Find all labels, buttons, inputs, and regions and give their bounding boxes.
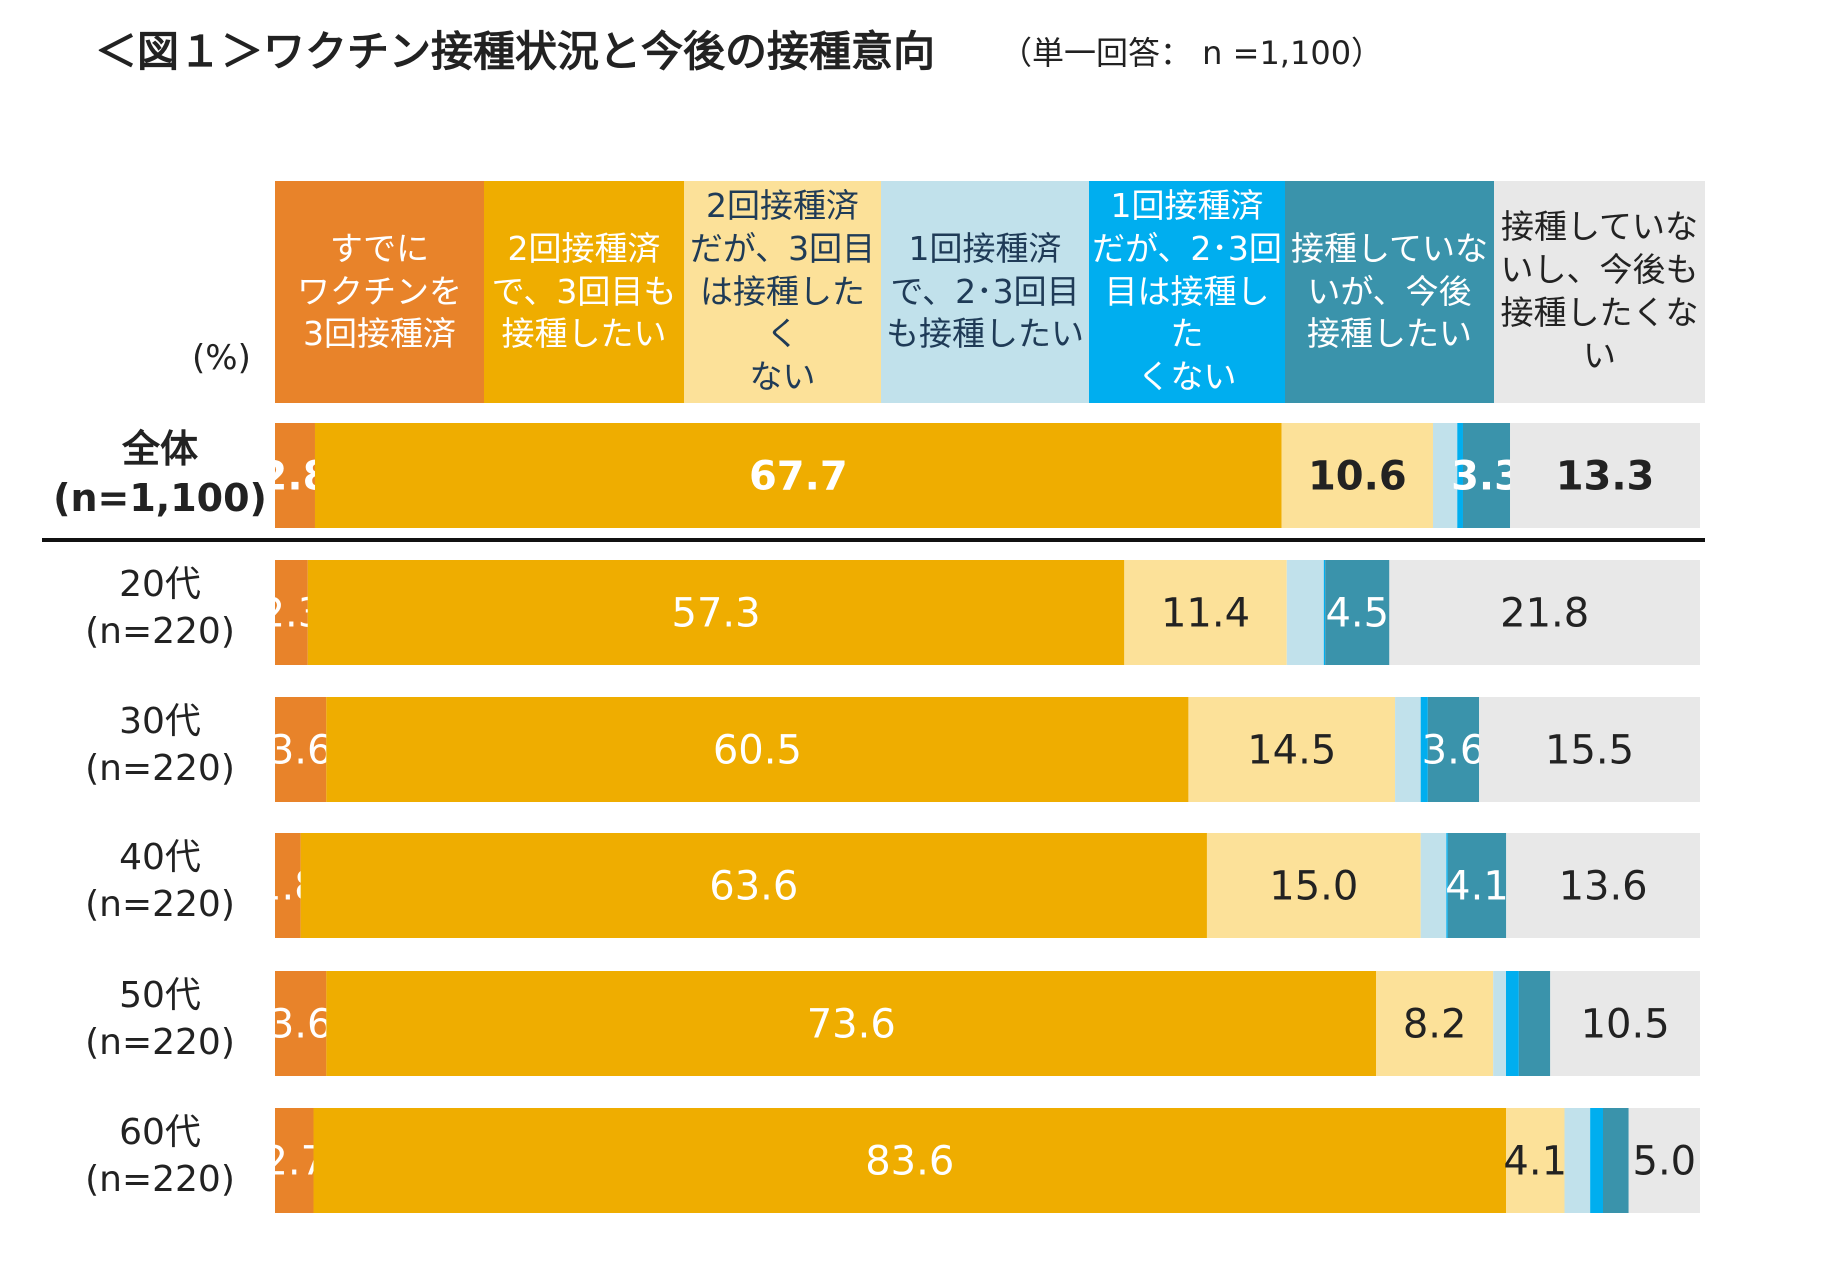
bar-segment [275,971,327,1076]
data-label: 57.3 [672,591,761,637]
bar-segment [1286,560,1324,665]
bar-segment [1124,560,1287,665]
category-label: 30代 (n=220) [85,701,235,789]
bar-segment [1420,697,1428,802]
data-label: 4.5 [1325,591,1389,637]
bar-segment [307,560,1125,665]
data-label: 10.6 [1308,454,1407,500]
legend-item-3: 2回接種済 だが、3回目 は接種したく ない [684,181,881,403]
data-label: 3.6 [1422,728,1486,774]
bar-segment [1506,971,1519,1076]
bar-segment [1420,833,1447,938]
data-label: 3.6 [269,1002,333,1048]
legend-item-1: すでに ワクチンを 3回接種済 [275,181,484,403]
bar-segment [1628,1108,1700,1213]
legend-item-6: 接種していな いが、今後 接種したい [1285,181,1494,403]
bar-segment [1457,423,1463,528]
data-label: 15.5 [1545,728,1634,774]
data-label: 21.8 [1500,591,1589,637]
bar-segment [1325,560,1390,665]
bar-segment [1479,697,1700,802]
legend-item-5: 1回接種済 だが、2･3回 目は接種した くない [1089,181,1285,403]
unit-label: (%) [192,338,251,378]
data-label: 8.2 [1403,1002,1467,1048]
bar-segment [275,697,327,802]
chart-title: ＜図１＞ワクチン接種状況と今後の接種意向 [95,27,936,76]
bar-segment [326,971,1377,1076]
data-label: 83.6 [865,1139,954,1185]
bar-segment [1603,1108,1629,1213]
legend-item-7: 接種していな いし、今後も 接種したくない [1494,181,1705,403]
bar-segment [1510,423,1700,528]
bar-segment [1493,971,1507,1076]
category-label: 40代 (n=220) [85,837,235,925]
data-label: 73.6 [807,1002,896,1048]
category-label: 20代 (n=220) [85,564,235,652]
bar-segment [1432,423,1458,528]
data-label: 4.1 [1503,1139,1567,1185]
bar-segment [1376,971,1494,1076]
bar-segment [1518,971,1551,1076]
category-label: 全体 (n=1,100) [53,427,267,521]
divider-line [42,538,1705,542]
bar-segment [314,423,1282,528]
bar-segment [1446,833,1448,938]
bar-segment [275,833,301,938]
data-label: 14.5 [1247,728,1336,774]
bar-segment [1590,1108,1604,1213]
data-label: 13.3 [1556,454,1655,500]
bar-segment [1506,833,1700,938]
legend-item-2: 2回接種済 で、3回目も 接種したい [484,181,684,403]
bar-segment [1395,697,1421,802]
bar-segment [1323,560,1326,665]
data-label: 10.5 [1581,1002,1670,1048]
data-label: 13.6 [1559,864,1648,910]
bar-segment [1206,833,1421,938]
bar-segment [1506,1108,1565,1213]
data-label: 60.5 [713,728,802,774]
bar-segment [1389,560,1700,665]
data-label: 5.0 [1633,1139,1697,1185]
bar-segment [1550,971,1700,1076]
bar-segment [1188,697,1396,802]
chart-subtitle: （単一回答： n =1,100） [1000,34,1384,72]
bar-segment [275,560,308,665]
bar-segment [275,1108,314,1213]
data-label: 15.0 [1269,864,1358,910]
bar-segment [1427,697,1480,802]
data-label: 4.1 [1445,864,1509,910]
data-label: 3.6 [269,728,333,774]
bar-segment [326,697,1189,802]
legend-item-4: 1回接種済 で、2･3回目 も接種したい [881,181,1089,403]
category-label: 60代 (n=220) [85,1112,235,1200]
data-label: 63.6 [709,864,798,910]
category-label: 50代 (n=220) [85,975,235,1063]
bar-segment [300,833,1207,938]
bar-segment [1281,423,1433,528]
bar-segment [275,423,315,528]
bar-segment [313,1108,1507,1213]
bar-segment [1447,833,1507,938]
data-label: 67.7 [749,454,848,500]
data-label: 11.4 [1161,591,1250,637]
bar-segment [1462,423,1511,528]
bar-segment [1564,1108,1591,1213]
